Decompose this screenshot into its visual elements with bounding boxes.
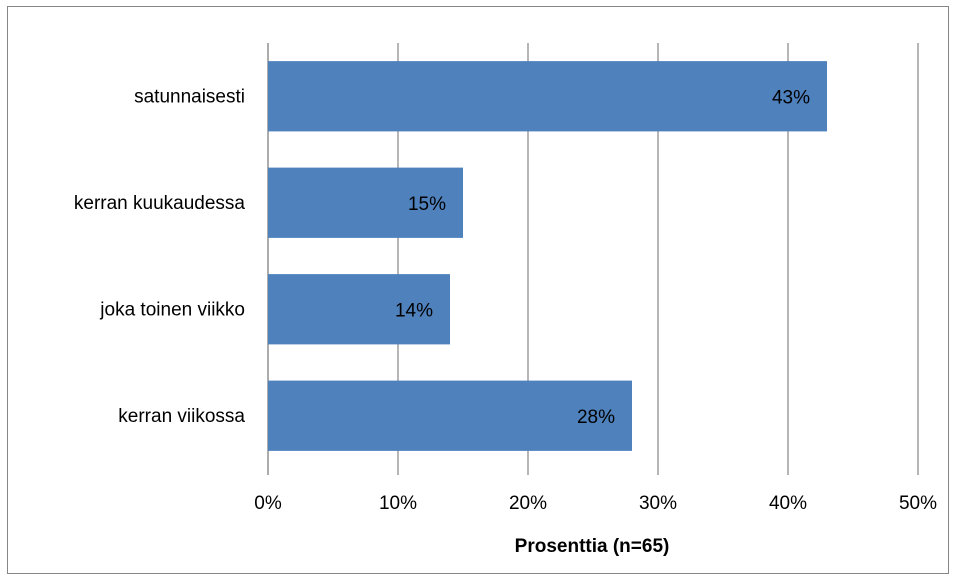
x-tick-label: 20%: [509, 493, 547, 514]
x-tick-label: 40%: [769, 493, 807, 514]
x-tick-label: 0%: [254, 493, 282, 514]
data-label: 14%: [395, 300, 433, 321]
bar: [268, 61, 827, 132]
bar: [268, 380, 632, 451]
category-label: satunnaisesti: [134, 86, 245, 107]
x-tick-label: 50%: [899, 493, 937, 514]
data-label: 15%: [408, 194, 446, 215]
category-label: kerran kuukaudessa: [74, 193, 246, 214]
data-label: 28%: [577, 407, 615, 428]
category-label: joka toinen viikko: [99, 299, 245, 320]
category-label: kerran viikossa: [118, 406, 245, 427]
x-tick-label: 10%: [379, 493, 417, 514]
bar: [268, 167, 463, 238]
data-label: 43%: [772, 87, 810, 108]
x-tick-label: 30%: [639, 493, 677, 514]
x-axis-title: Prosenttia (n=65): [515, 536, 670, 557]
bar: [268, 274, 450, 345]
